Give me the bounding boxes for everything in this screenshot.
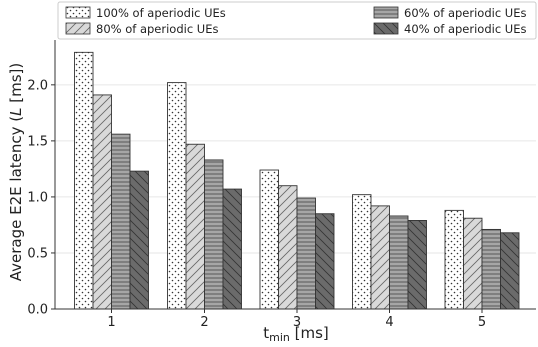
bar — [129, 170, 149, 310]
y-tick-label: 0.5 — [27, 246, 48, 261]
y-tick-label: 1.0 — [27, 190, 48, 205]
bar — [463, 217, 483, 310]
bar — [315, 213, 335, 310]
y-tick-label: 2.0 — [27, 78, 48, 93]
bar — [185, 143, 205, 310]
x-axis-ticks: 1 2 3 4 5 — [107, 309, 486, 330]
bar — [92, 94, 112, 310]
l-bar-symbol: L — [7, 108, 25, 116]
bar — [74, 51, 94, 310]
bar — [278, 185, 298, 310]
bar — [222, 188, 242, 310]
x-tick-label: 4 — [385, 315, 393, 330]
bar — [389, 215, 409, 310]
bar — [481, 228, 501, 310]
legend-label: 80% of aperiodic UEs — [96, 22, 219, 36]
legend-label: 60% of aperiodic UEs — [404, 6, 527, 20]
legend-box — [57, 1, 537, 40]
bar — [352, 194, 372, 310]
bar — [407, 220, 427, 310]
bar — [111, 133, 131, 310]
legend: 100% of aperiodic UEs 80% of aperiodic UE… — [57, 1, 537, 40]
y-axis-ticks: 0.0 0.5 1.0 1.5 2.0 — [27, 78, 55, 318]
legend-swatch — [373, 6, 399, 19]
y-tick-label: 0.0 — [27, 303, 48, 318]
legend-swatch — [65, 22, 91, 35]
legend-swatch — [65, 6, 91, 19]
bar — [296, 197, 316, 310]
bar — [204, 159, 224, 310]
x-tick-label: 1 — [107, 315, 115, 330]
x-axis-label: tmin [ms] — [263, 324, 329, 344]
legend-swatch — [373, 22, 399, 35]
y-tick-label: 1.5 — [27, 134, 48, 149]
legend-label: 100% of aperiodic UEs — [96, 6, 226, 20]
bar — [500, 232, 520, 310]
bar — [167, 82, 187, 310]
bar — [444, 209, 464, 310]
y-axis-label: Average E2E latency (L [ms]) — [7, 63, 25, 281]
legend-label: 40% of aperiodic UEs — [404, 22, 527, 36]
x-tick-label: 2 — [200, 315, 208, 330]
bars — [74, 51, 520, 310]
bar — [370, 205, 390, 310]
x-tick-label: 5 — [478, 315, 486, 330]
x-tick-label: 3 — [293, 315, 301, 330]
bar — [259, 169, 279, 310]
